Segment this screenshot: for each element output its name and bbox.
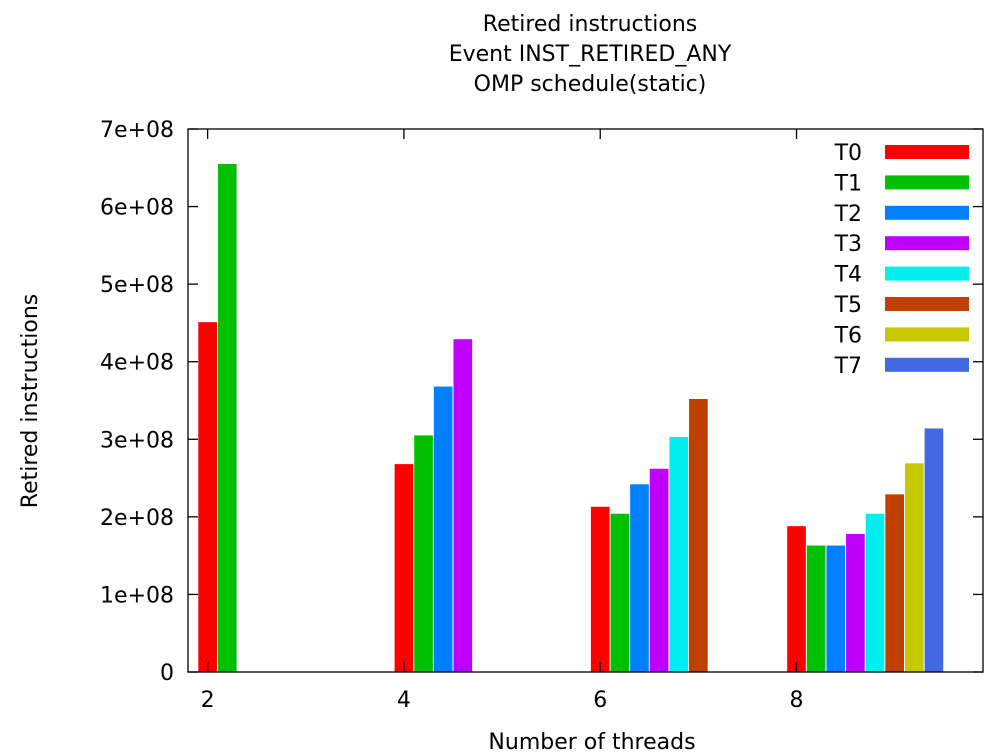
legend-swatch-t1 xyxy=(885,175,969,190)
y-tick-label: 3e+08 xyxy=(100,428,174,453)
bar-t7-threads-8 xyxy=(924,428,944,672)
legend-label-t0: T0 xyxy=(834,141,862,166)
legend-swatch-t5 xyxy=(885,297,969,311)
legend-label-t4: T4 xyxy=(834,263,862,288)
bars-layer xyxy=(198,163,944,672)
axes: 0 1e+08 2e+08 3e+08 4e+08 5e+08 6e+08 7e+08 2 4 6 8 xyxy=(100,118,984,713)
bar-t3-threads-6 xyxy=(649,468,669,672)
bar-t6-threads-8 xyxy=(904,463,924,672)
y-tick-label: 4e+08 xyxy=(100,351,174,376)
y-tick-label: 5e+08 xyxy=(100,273,174,298)
bar-t0-threads-2 xyxy=(198,322,217,672)
legend-swatch-t4 xyxy=(885,266,969,281)
x-tick-label: 4 xyxy=(397,688,411,713)
x-axis-label: Number of threads xyxy=(488,730,695,755)
bar-t0-threads-8 xyxy=(787,526,806,672)
bar-t5-threads-6 xyxy=(689,398,708,672)
legend-swatch-t0 xyxy=(885,145,969,159)
bar-t3-threads-8 xyxy=(846,533,865,672)
bar-t3-threads-4 xyxy=(453,339,473,672)
y-tick-label: 2e+08 xyxy=(100,506,174,531)
y-tick-label: 1e+08 xyxy=(100,583,174,608)
legend-label-t5: T5 xyxy=(834,293,862,318)
bar-t4-threads-8 xyxy=(865,513,885,672)
x-tick-label: 6 xyxy=(593,688,607,713)
chart-title-line-1: Retired instructions xyxy=(483,12,697,37)
bar-t5-threads-8 xyxy=(885,494,904,672)
y-axis-label: Retired instructions xyxy=(18,294,43,508)
legend-swatch-t2 xyxy=(885,205,969,220)
plot-frame xyxy=(187,128,984,673)
bar-t0-threads-6 xyxy=(590,506,610,672)
legend-swatch-t3 xyxy=(885,236,969,251)
legend-label-t1: T1 xyxy=(834,171,862,196)
bar-t1-threads-8 xyxy=(806,545,826,672)
legend-label-t3: T3 xyxy=(834,232,862,257)
bar-t1-threads-4 xyxy=(414,435,433,672)
legend-label-t6: T6 xyxy=(834,323,862,348)
chart-title: Retired instructions Event INST_RETIRED_… xyxy=(449,12,732,97)
legend-label-t2: T2 xyxy=(834,202,862,227)
bar-t0-threads-4 xyxy=(394,464,414,672)
x-tick-label: 2 xyxy=(201,688,215,713)
y-tick-label: 7e+08 xyxy=(100,118,174,143)
y-tick-label: 0 xyxy=(160,661,174,686)
legend-swatch-t6 xyxy=(885,327,969,342)
chart-title-line-2: Event INST_RETIRED_ANY xyxy=(449,42,732,67)
bar-t4-threads-6 xyxy=(669,436,689,672)
x-tick-label: 8 xyxy=(790,688,804,713)
legend: T0 T1 T2 T3 T4 T5 T6 T7 xyxy=(834,141,969,379)
bar-t2-threads-8 xyxy=(826,545,846,672)
bar-t2-threads-6 xyxy=(630,484,649,672)
bar-t1-threads-2 xyxy=(217,163,237,672)
y-tick-label: 6e+08 xyxy=(100,196,174,221)
bar-t1-threads-6 xyxy=(610,513,630,672)
bar-t2-threads-4 xyxy=(433,386,453,672)
chart-title-line-3: OMP schedule(static) xyxy=(474,72,707,97)
legend-swatch-t7 xyxy=(885,357,969,372)
legend-label-t7: T7 xyxy=(834,354,862,379)
